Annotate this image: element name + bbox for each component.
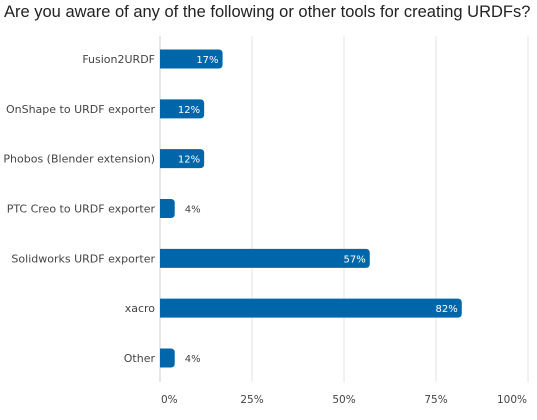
x-tick-label: 25% (240, 394, 263, 406)
grid-lines (159, 36, 529, 382)
x-tick-label: 75% (424, 394, 447, 406)
category-label: Phobos (Blender extension) (3, 153, 155, 166)
bar (160, 198, 175, 218)
category-label: xacro (125, 302, 156, 315)
value-label: 82% (436, 304, 458, 315)
x-tick-label: 100% (497, 394, 527, 406)
category-label: Fusion2URDF (82, 53, 155, 66)
chart-title: Are you aware of any of the following or… (4, 3, 531, 21)
value-label: 4% (185, 354, 201, 365)
bar (160, 298, 462, 318)
value-label: 57% (344, 254, 366, 265)
bar (160, 99, 205, 119)
value-label: 12% (178, 155, 200, 166)
value-label: 17% (196, 55, 218, 66)
category-label: Solidworks URDF exporter (11, 252, 155, 265)
x-tick-label: 0% (161, 394, 178, 406)
bar (160, 248, 370, 268)
value-label: 4% (185, 204, 201, 215)
value-label: 12% (178, 105, 200, 116)
bars (160, 49, 462, 368)
x-tick-label: 50% (332, 394, 355, 406)
category-label: OnShape to URDF exporter (6, 103, 155, 116)
category-label: Other (124, 352, 156, 365)
labels: 0% 25% 50% 75% 100% Fusion2URDF 17% OnShape to … (3, 53, 527, 406)
bar (160, 348, 175, 368)
bar (160, 149, 205, 169)
category-label: PTC Creo to URDF exporter (7, 202, 156, 215)
bar (160, 49, 223, 69)
